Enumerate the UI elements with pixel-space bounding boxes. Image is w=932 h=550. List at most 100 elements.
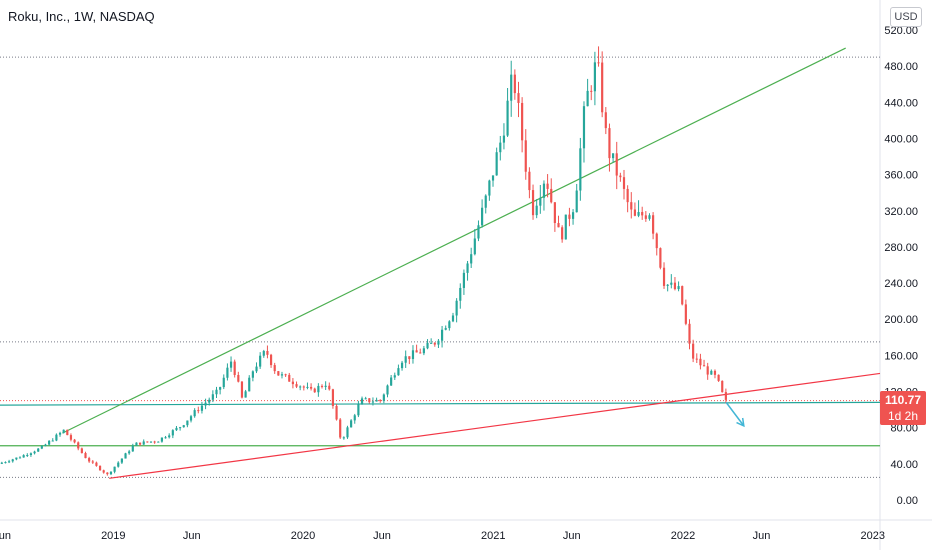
candle-body [240, 381, 244, 398]
candle-body [670, 282, 673, 285]
candle-body [146, 441, 149, 443]
candle-body [553, 202, 556, 224]
candle-body [444, 328, 447, 330]
candle-body [18, 457, 22, 459]
candle-body [637, 212, 640, 216]
candle-body [237, 374, 240, 382]
candle-body [495, 152, 498, 176]
y-tick-label: 80.00 [890, 423, 918, 435]
candle-body [37, 448, 40, 452]
candle-body [299, 386, 302, 388]
candle-body [73, 439, 76, 443]
candle-body [186, 420, 189, 426]
candle-body [109, 471, 113, 475]
candle-body [713, 370, 717, 375]
candle-body [542, 183, 546, 198]
candle-body [419, 352, 422, 354]
candle-body [142, 441, 145, 445]
green-trend-line [62, 47, 846, 434]
candle-body [219, 387, 222, 390]
candle-body [390, 377, 393, 386]
x-tick-label: 2019 [101, 530, 125, 542]
candle-body [531, 190, 535, 216]
candle-body [502, 135, 506, 143]
candle-body [484, 195, 487, 208]
candle-body [433, 342, 436, 345]
candle-body [415, 350, 418, 353]
candle-body [350, 420, 353, 428]
candle-body [593, 62, 596, 92]
candle-body [659, 248, 662, 268]
candle-body [699, 358, 702, 366]
candle-body [0, 462, 3, 464]
currency-button[interactable]: USD [890, 7, 922, 27]
candle-body [575, 190, 578, 213]
x-tick-label: Jun [373, 530, 391, 542]
y-tick-label: 200.00 [884, 314, 918, 326]
candle-body [382, 394, 385, 401]
candle-body [164, 437, 167, 439]
candle-body [353, 415, 356, 421]
candle-body [521, 102, 524, 141]
candle-body [11, 459, 14, 462]
candle-body [66, 429, 69, 436]
candle-body [633, 209, 637, 216]
candle-body [255, 366, 258, 372]
candle-body [84, 453, 87, 459]
y-tick-label: 40.00 [890, 459, 918, 471]
candle-body [4, 462, 7, 464]
candle-body [513, 74, 516, 94]
x-tick-label: 2022 [671, 530, 695, 542]
candle-body [302, 386, 305, 388]
candle-body [400, 362, 404, 369]
candle-body [448, 321, 451, 329]
candle-body [535, 205, 538, 216]
candle-body [233, 361, 236, 375]
candle-body [626, 188, 629, 203]
candle-body [571, 212, 575, 219]
candle-body [149, 441, 153, 443]
candle-body [451, 315, 455, 322]
candle-body [179, 427, 182, 429]
y-tick-label: 0.00 [897, 495, 918, 507]
candle-body [706, 366, 709, 375]
candle-body [280, 374, 284, 376]
candle-body [331, 389, 335, 406]
y-tick-label: 160.00 [884, 350, 918, 362]
candle-body [608, 128, 611, 159]
y-tick-label: 280.00 [884, 242, 918, 254]
candle-body [721, 380, 724, 393]
candle-body [702, 365, 706, 367]
candle-body [499, 142, 502, 153]
candle-body [77, 442, 80, 449]
y-tick-label: 520.00 [884, 25, 918, 37]
x-tick-label: 2020 [291, 530, 315, 542]
candle-body [189, 416, 193, 421]
candle-body [648, 215, 651, 219]
candle-body [273, 365, 276, 372]
candle-body [295, 384, 298, 387]
candle-body [44, 444, 47, 447]
candle-body [120, 458, 123, 463]
candle-body [506, 100, 509, 136]
candle-body [455, 300, 458, 316]
y-tick-label: 320.00 [884, 206, 918, 218]
candle-body [644, 215, 647, 219]
candle-body [58, 432, 62, 435]
candle-body [15, 457, 18, 460]
candle-body [215, 389, 218, 395]
candle-body [426, 342, 429, 349]
candle-body [291, 381, 294, 385]
candle-body [688, 323, 691, 344]
candle-body [360, 398, 364, 405]
candle-body [437, 340, 440, 345]
forecast-arrow-head [736, 417, 745, 428]
candle-body [462, 272, 466, 288]
candle-body [470, 254, 473, 264]
candle-body [106, 472, 109, 475]
candle-body [364, 398, 367, 400]
candle-body [135, 442, 138, 446]
candle-body [222, 377, 225, 388]
candle-body [684, 304, 687, 324]
